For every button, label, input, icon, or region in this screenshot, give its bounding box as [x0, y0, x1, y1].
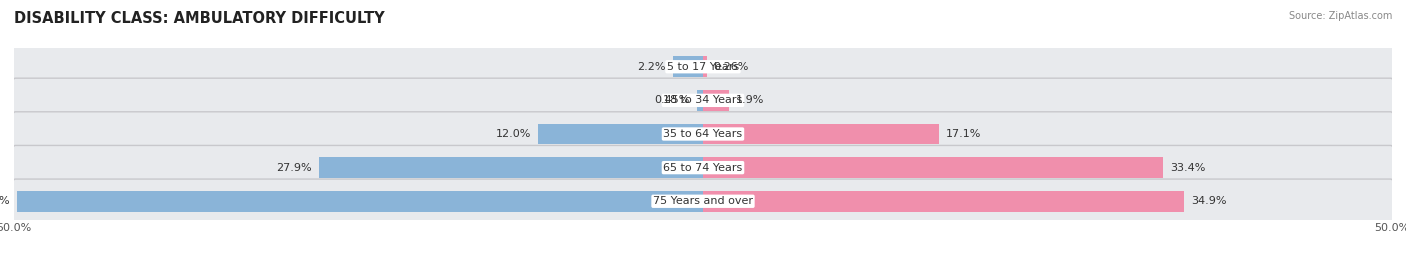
- Text: 2.2%: 2.2%: [637, 62, 666, 72]
- Bar: [537, 124, 703, 144]
- Text: 1.9%: 1.9%: [737, 95, 765, 105]
- Text: 12.0%: 12.0%: [495, 129, 531, 139]
- Text: 0.26%: 0.26%: [713, 62, 749, 72]
- Bar: [17, 191, 703, 212]
- Text: 33.4%: 33.4%: [1170, 163, 1205, 173]
- FancyBboxPatch shape: [13, 112, 1393, 156]
- Text: 27.9%: 27.9%: [276, 163, 312, 173]
- Text: 17.1%: 17.1%: [945, 129, 981, 139]
- Bar: [703, 56, 707, 77]
- Text: 49.8%: 49.8%: [0, 196, 10, 206]
- Bar: [672, 56, 703, 77]
- Text: 75 Years and over: 75 Years and over: [652, 196, 754, 206]
- Legend: Male, Female: Male, Female: [643, 267, 763, 268]
- Text: 35 to 64 Years: 35 to 64 Years: [664, 129, 742, 139]
- Bar: [319, 157, 703, 178]
- FancyBboxPatch shape: [13, 78, 1393, 122]
- Text: 65 to 74 Years: 65 to 74 Years: [664, 163, 742, 173]
- Bar: [697, 90, 703, 111]
- FancyBboxPatch shape: [13, 146, 1393, 190]
- Text: 5 to 17 Years: 5 to 17 Years: [666, 62, 740, 72]
- Text: 0.45%: 0.45%: [655, 95, 690, 105]
- FancyBboxPatch shape: [13, 179, 1393, 224]
- Text: 34.9%: 34.9%: [1191, 196, 1226, 206]
- Text: DISABILITY CLASS: AMBULATORY DIFFICULTY: DISABILITY CLASS: AMBULATORY DIFFICULTY: [14, 11, 385, 26]
- Bar: [703, 90, 730, 111]
- Bar: [703, 124, 939, 144]
- Bar: [703, 157, 1163, 178]
- Text: Source: ZipAtlas.com: Source: ZipAtlas.com: [1288, 11, 1392, 21]
- FancyBboxPatch shape: [13, 44, 1393, 89]
- Bar: [703, 191, 1184, 212]
- Text: 18 to 34 Years: 18 to 34 Years: [664, 95, 742, 105]
